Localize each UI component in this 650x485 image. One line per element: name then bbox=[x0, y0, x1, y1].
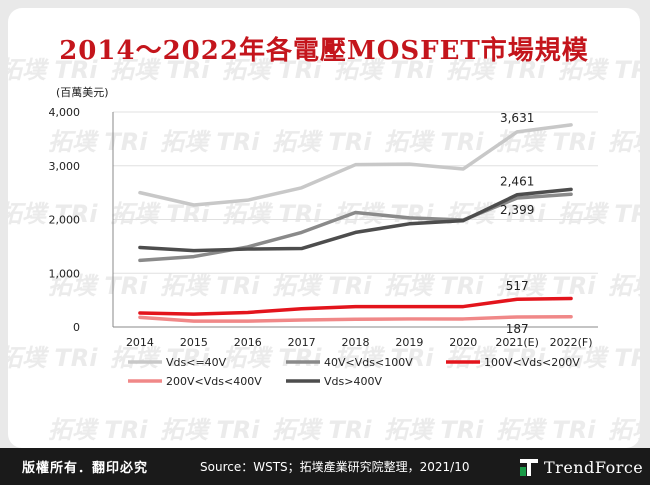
watermark-text: 拓墣 TRi bbox=[608, 416, 640, 444]
watermark-text: 拓墣 TRi bbox=[48, 128, 148, 156]
watermark-text: 拓墣 TRi bbox=[608, 272, 640, 300]
series-line bbox=[138, 187, 573, 253]
watermark-text: 拓墣 TRi bbox=[384, 272, 484, 300]
watermark-text: 拓墣 TRi bbox=[558, 344, 640, 372]
chart: 拓墣 TRi 拓墣 TRi 拓墣 TRi 拓墣 TRi 拓墣 TRi 拓墣 TRi 拓墣 T… bbox=[8, 56, 640, 444]
watermark-text: 拓墣 TRi bbox=[272, 272, 372, 300]
series-line bbox=[138, 296, 573, 316]
data-label: 517 bbox=[506, 279, 529, 293]
y-tick-label: 2,000 bbox=[49, 214, 81, 227]
watermark-text: 拓墣 TRi bbox=[222, 200, 322, 228]
trendforce-logo-icon bbox=[520, 459, 538, 476]
series-line bbox=[138, 123, 573, 207]
watermark-text: 拓墣 TRi bbox=[446, 344, 546, 372]
copyright-notice: 版權所有．翻印必究 bbox=[22, 461, 149, 476]
watermark-text: 拓墣 TRi bbox=[48, 416, 148, 444]
watermark-layer: 拓墣 TRi 拓墣 TRi 拓墣 TRi 拓墣 TRi 拓墣 TRi 拓墣 TRi 拓墣 T… bbox=[8, 56, 640, 444]
watermark-text: 拓墣 TRi bbox=[446, 56, 546, 84]
legend-label: 100V<Vds<200V bbox=[484, 356, 580, 369]
x-tick-label: 2022(F) bbox=[550, 336, 593, 349]
watermark-text: 拓墣 TRi bbox=[8, 344, 98, 372]
watermark-text: 拓墣 TRi bbox=[334, 56, 434, 84]
watermark-text: 拓墣 TRi bbox=[110, 344, 210, 372]
x-tick-label: 2017 bbox=[288, 336, 316, 349]
x-tick-label: 2015 bbox=[180, 336, 208, 349]
brand-logo: TrendForce bbox=[518, 454, 643, 480]
watermark-text: 拓墣 TRi bbox=[160, 128, 260, 156]
data-label: 3,631 bbox=[500, 111, 534, 125]
watermark-text: 拓墣 TRi bbox=[110, 56, 210, 84]
watermark-text: 拓墣 TRi bbox=[8, 56, 98, 84]
legend-label: Vds>400V bbox=[324, 375, 382, 388]
watermark-text: 拓墣 TRi bbox=[8, 200, 98, 228]
chart-panel: 拓墣 TRi 拓墣 TRi 拓墣 TRi 拓墣 TRi 拓墣 TRi 拓墣 TRi 拓墣 T… bbox=[8, 8, 640, 448]
watermark-text: 拓墣 TRi bbox=[608, 128, 640, 156]
data-label: 187 bbox=[506, 322, 529, 336]
x-tick-label: 2018 bbox=[342, 336, 370, 349]
watermark-text: 拓墣 TRi bbox=[222, 344, 322, 372]
watermark-text: 拓墣 TRi bbox=[496, 128, 596, 156]
series-line bbox=[138, 315, 573, 323]
y-tick-label: 0 bbox=[73, 321, 80, 334]
footer-bar: 版權所有．翻印必究 Source：WSTS；拓墣產業研究院整理，2021/10 … bbox=[0, 448, 650, 485]
x-tick-label: 2020 bbox=[449, 336, 477, 349]
series-line bbox=[138, 192, 573, 263]
watermark-text: 拓墣 TRi bbox=[496, 272, 596, 300]
watermark-text: 拓墣 TRi bbox=[160, 416, 260, 444]
y-tick-label: 4,000 bbox=[49, 106, 81, 119]
y-tick-label: 1,000 bbox=[49, 267, 81, 280]
x-tick-label: 2021(E) bbox=[495, 336, 539, 349]
y-tick-label: 3,000 bbox=[49, 160, 81, 173]
watermark-text: 拓墣 TRi bbox=[558, 200, 640, 228]
data-label: 2,461 bbox=[500, 175, 534, 189]
watermark-text: 拓墣 TRi bbox=[496, 416, 596, 444]
watermark-text: 拓墣 TRi bbox=[384, 416, 484, 444]
y-unit-label: (百萬美元) bbox=[56, 86, 109, 99]
x-tick-label: 2019 bbox=[395, 336, 423, 349]
data-label: 2,399 bbox=[500, 203, 534, 217]
watermark-text: 拓墣 TRi bbox=[558, 56, 640, 84]
watermark-text: 拓墣 TRi bbox=[160, 272, 260, 300]
watermark-text: 拓墣 TRi bbox=[272, 128, 372, 156]
legend-label: 200V<Vds<400V bbox=[166, 375, 262, 388]
brand-name: TrendForce bbox=[544, 457, 644, 477]
legend-label: Vds<=40V bbox=[166, 356, 227, 369]
watermark-text: 拓墣 TRi bbox=[48, 272, 148, 300]
source-note: Source：WSTS；拓墣產業研究院整理，2021/10 bbox=[200, 460, 470, 474]
legend-label: 40V<Vds<100V bbox=[324, 356, 413, 369]
watermark-text: 拓墣 TRi bbox=[334, 344, 434, 372]
watermark-text: 拓墣 TRi bbox=[222, 56, 322, 84]
chart-title: 2014～2022年各電壓MOSFET市場規模 bbox=[59, 36, 589, 66]
x-tick-label: 2016 bbox=[234, 336, 262, 349]
watermark-text: 拓墣 TRi bbox=[384, 128, 484, 156]
watermark-text: 拓墣 TRi bbox=[272, 416, 372, 444]
x-tick-label: 2014 bbox=[126, 336, 154, 349]
